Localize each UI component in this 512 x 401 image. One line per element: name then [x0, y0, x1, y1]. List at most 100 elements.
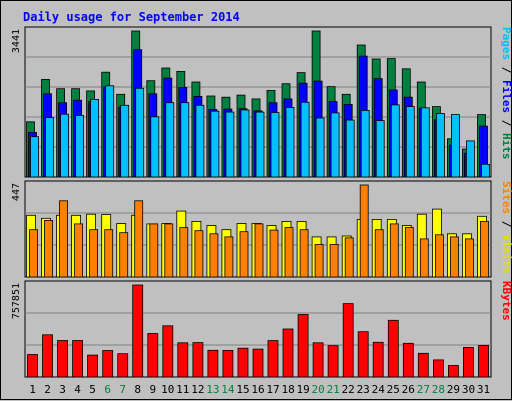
x-tick-label: 12 — [191, 383, 204, 396]
bar-sites — [74, 223, 83, 278]
x-tick-label: 26 — [402, 383, 415, 396]
bar-pages — [210, 110, 220, 178]
bar-sites — [134, 200, 144, 278]
bar-kbytes — [387, 319, 399, 378]
bar-sites — [359, 184, 369, 278]
bar-pages — [195, 104, 205, 178]
bar-kbytes — [162, 325, 174, 378]
bar-kbytes — [402, 342, 414, 378]
bar-pages — [450, 114, 460, 178]
bar-kbytes — [372, 341, 384, 378]
bar-pages — [300, 101, 310, 178]
x-tick-label: 22 — [342, 383, 355, 396]
bar-kbytes — [57, 340, 68, 378]
legend-entry-pages: Pages — [500, 27, 512, 60]
legend-separator: / — [500, 60, 512, 80]
x-tick-label: 21 — [327, 383, 340, 396]
x-tick-label: 29 — [447, 383, 460, 396]
bar-kbytes — [282, 328, 294, 378]
bar-pages — [405, 106, 415, 178]
legend-kbytes: KBytes — [500, 281, 512, 321]
bar-pages — [330, 112, 340, 178]
x-tick-label: 14 — [221, 383, 235, 396]
legend-entry-sites: Sites — [500, 181, 512, 214]
bar-sites — [314, 244, 324, 278]
x-tick-label: 3 — [59, 383, 66, 396]
bar-pages — [285, 107, 295, 178]
bar-kbytes — [327, 345, 339, 378]
bar-pages — [75, 115, 84, 178]
bar-sites — [419, 238, 429, 278]
legend-hits-files-pages: Pages / Files / Hits — [500, 27, 512, 160]
bar-kbytes — [462, 346, 474, 378]
bar-kbytes — [42, 334, 53, 378]
bar-sites — [329, 244, 339, 278]
bar-kbytes — [267, 340, 279, 378]
bar-pages — [165, 102, 175, 178]
bar-pages — [45, 117, 54, 178]
bar-pages — [360, 110, 370, 178]
bar-kbytes — [222, 349, 234, 378]
bar-kbytes — [102, 350, 114, 378]
bar-pages — [30, 136, 39, 178]
bar-kbytes — [478, 344, 489, 378]
x-tick-label: 16 — [251, 383, 264, 396]
x-tick-label: 20 — [311, 383, 324, 396]
bar-sites — [480, 220, 489, 278]
x-tick-label: 13 — [206, 383, 219, 396]
bar-sites — [434, 234, 444, 278]
legend-separator: / — [500, 113, 512, 133]
bar-kbytes — [192, 342, 204, 378]
x-tick-label: 4 — [74, 383, 81, 396]
bar-pages — [481, 163, 490, 178]
bar-pages — [150, 116, 160, 178]
bar-pages — [375, 120, 385, 178]
bar-pages — [60, 113, 69, 178]
bar-pages — [465, 140, 475, 178]
bar-sites — [299, 229, 309, 278]
bar-sites — [149, 223, 159, 278]
bar-kbytes — [207, 349, 219, 378]
bar-kbytes — [252, 348, 264, 378]
bar-sites — [464, 238, 474, 278]
bar-sites — [104, 229, 114, 278]
bar-pages — [225, 111, 235, 178]
bar-sites — [239, 231, 249, 278]
bar-kbytes — [297, 314, 309, 378]
bar-pages — [180, 102, 190, 178]
bar-sites — [344, 237, 354, 278]
bar-pages — [390, 104, 400, 178]
bar-sites — [59, 200, 68, 278]
bar-kbytes — [87, 354, 98, 378]
x-tick-label: 30 — [462, 383, 475, 396]
bar-sites — [449, 236, 459, 278]
bar-sites — [164, 223, 174, 278]
legend-entry-files: Files — [500, 80, 512, 113]
x-tick-label: 6 — [104, 383, 111, 396]
y-max-label-hits-files-pages: 3441 — [11, 29, 22, 53]
bar-pages — [255, 111, 265, 178]
bar-sites — [389, 223, 399, 278]
bar-pages — [270, 112, 280, 178]
chart-title: Daily usage for September 2014 — [23, 10, 240, 24]
bar-sites — [29, 229, 38, 278]
bar-kbytes — [432, 359, 444, 378]
bar-pages — [420, 107, 430, 178]
bar-pages — [435, 113, 445, 178]
bar-kbytes — [447, 365, 459, 378]
x-tick-label: 23 — [357, 383, 370, 396]
bar-sites — [44, 219, 53, 278]
bar-kbytes — [27, 354, 38, 378]
bar-sites — [179, 227, 189, 278]
bar-sites — [254, 223, 264, 278]
bar-kbytes — [342, 303, 354, 378]
legend-entry-hits: Hits — [500, 133, 512, 160]
bar-sites — [224, 236, 234, 278]
x-tick-label: 19 — [296, 383, 309, 396]
bar-pages — [120, 104, 130, 178]
x-tick-label: 25 — [387, 383, 400, 396]
legend-entry-visits: Visits — [500, 234, 512, 274]
x-tick-label: 7 — [119, 383, 126, 396]
